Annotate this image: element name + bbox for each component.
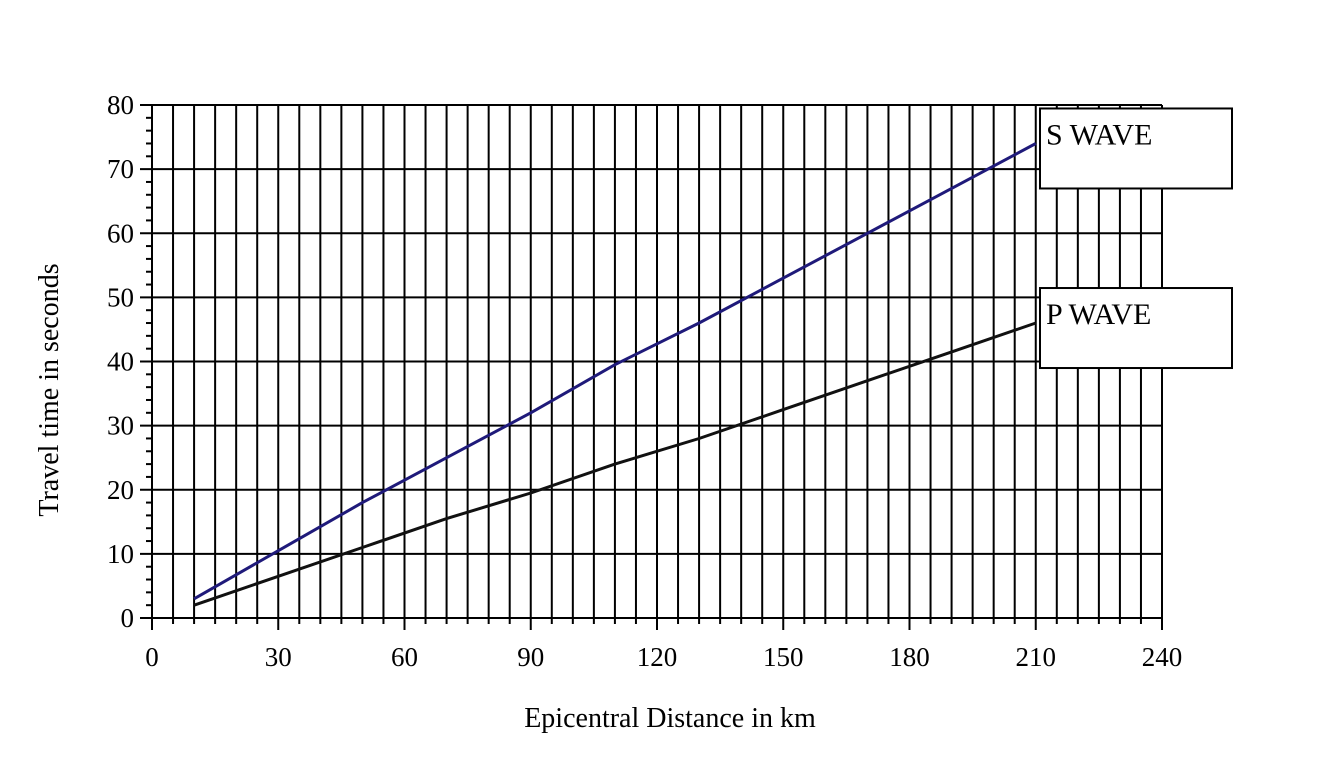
- y-tick-label: 20: [107, 475, 134, 505]
- p-wave-label-box: [1039, 287, 1233, 370]
- series-labels: S WAVE P WAVE: [1039, 107, 1233, 370]
- y-axis-title: Travel time in seconds: [34, 263, 65, 516]
- y-tick-label: 30: [107, 411, 134, 441]
- grid: [152, 104, 1163, 618]
- series-lines: [193, 142, 1037, 607]
- x-axis-title: Epicentral Distance in km: [524, 703, 816, 734]
- x-tick-label: 0: [145, 642, 159, 672]
- y-tick-label: 60: [107, 218, 134, 248]
- s-wave-label: S WAVE: [1046, 118, 1152, 151]
- tick-labels: 0 10 20 30 40 50 60 70 80 0 30 60 90 120 150 180 210 240: [107, 90, 1182, 672]
- p-wave-line: [193, 321, 1037, 607]
- y-tick-label: 40: [107, 347, 134, 377]
- s-wave-label-box: [1039, 107, 1233, 190]
- y-tick-label: 0: [121, 603, 135, 633]
- y-tick-label: 70: [107, 154, 134, 184]
- axes: [140, 104, 1163, 630]
- p-wave-label: P WAVE: [1046, 298, 1151, 331]
- x-tick-label: 240: [1142, 642, 1183, 672]
- x-tick-label: 210: [1016, 642, 1057, 672]
- s-wave-line: [193, 142, 1037, 601]
- y-tick-label: 80: [107, 90, 134, 120]
- y-tick-label: 10: [107, 539, 134, 569]
- x-tick-label: 90: [517, 642, 544, 672]
- y-tick-label: 50: [107, 282, 134, 312]
- x-tick-label: 30: [265, 642, 292, 672]
- x-tick-label: 180: [889, 642, 930, 672]
- x-tick-label: 60: [391, 642, 418, 672]
- x-tick-label: 150: [763, 642, 804, 672]
- x-tick-label: 120: [637, 642, 678, 672]
